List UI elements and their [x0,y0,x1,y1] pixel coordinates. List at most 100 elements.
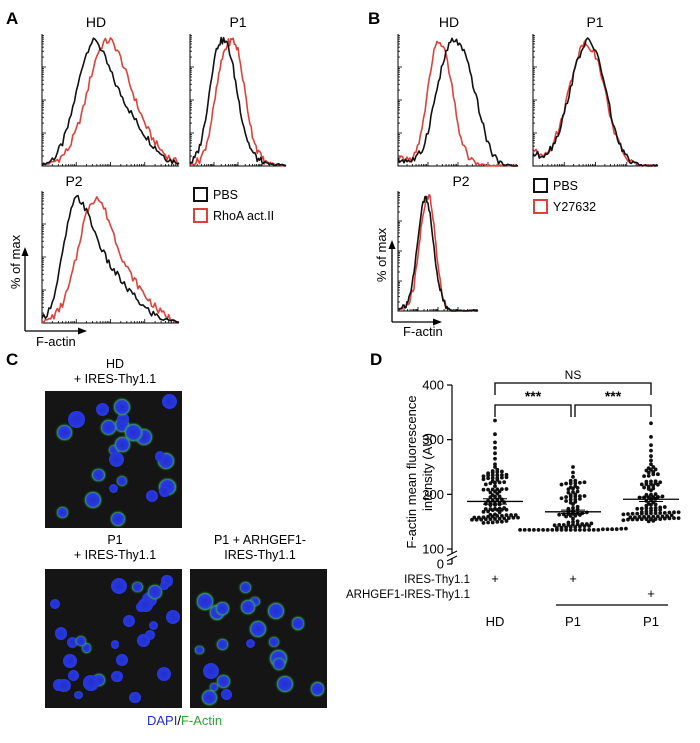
d-data-point [651,514,656,519]
cell [129,691,141,704]
cell [267,603,284,620]
cell [92,468,105,482]
histogram-line-pbs [532,37,659,167]
group-label: HD [486,614,505,629]
d-data-point [500,497,504,502]
cell [57,424,72,440]
d-data-point [488,507,493,511]
d-data-point [483,482,488,487]
cell [68,411,85,428]
d-data-point [646,484,651,489]
d-data-point [653,479,658,484]
d-data-point [550,527,555,532]
d-data-point [672,516,676,521]
d-y-tick-label: 400 [422,378,444,393]
legend-b-pbs-swatch [533,178,548,193]
cell [108,444,119,455]
cell [216,675,230,689]
cell [160,580,169,590]
caption-c-p1-rescue: P1 + ARHGEF1- IRES-Thy1.1 [182,533,338,563]
d-data-point [644,479,649,484]
d-data-point [628,515,633,520]
d-data-point [667,516,672,521]
histogram-a-p2 [41,191,180,324]
d-data-point [658,517,663,522]
cell [159,485,170,497]
panel-label-b: B [368,9,380,28]
significance-label: *** [605,388,622,404]
d-data-point [656,472,660,477]
d-data-point [649,443,653,448]
d-data-point [490,476,495,481]
d-data-point [653,467,658,472]
plus-sign: + [569,571,577,586]
significance-bracket [574,404,652,417]
stain-caption-sep: / [177,713,181,728]
d-data-point [532,527,536,532]
cell [111,670,123,683]
cell [137,597,153,613]
cell [76,635,87,646]
plus-sign: + [647,586,655,601]
d-data-point [596,527,601,532]
row-label-arhgef1: ARHGEF1-IRES-Thy1.1 [346,589,470,601]
group-label: P1 [643,614,659,629]
d-data-point [658,511,663,515]
title-b-p2: P2 [452,173,469,189]
cell [216,602,229,615]
histogram-axes [397,34,518,167]
d-data-point [502,516,507,521]
d-data-point [500,473,504,477]
xlabel-b: F-actin [403,324,443,339]
d-data-point [568,481,573,486]
d-data-point [516,515,520,520]
d-data-point [653,517,658,522]
d-data-point [486,509,490,514]
d-data-point [483,507,488,511]
cell [250,620,267,637]
d-data-point [619,526,624,531]
histogram-line-pbs [397,37,519,167]
d-data-point [513,513,518,517]
d-data-point [587,527,591,532]
d-data-point [495,467,500,472]
cell [196,592,214,610]
d-data-point [605,527,610,532]
d-data-point [504,519,509,523]
histogram-a-hd [41,34,180,167]
axis-arrows-b [388,240,442,326]
cell [201,689,217,705]
d-data-point [635,506,640,511]
d-data-point [649,511,653,516]
cell [239,581,251,593]
d-data-point [502,506,507,510]
histogram-b-hd [397,34,519,167]
d-data-point [566,490,571,495]
d-data-point [589,521,594,526]
d-data-point [578,496,582,501]
cell [122,614,136,628]
histogram-b-p1 [532,34,659,167]
d-data-point [575,504,580,509]
cell [156,667,171,682]
d-data-point [497,480,502,485]
d-data-point [559,482,564,487]
d-data-point [486,520,490,525]
d-data-point [564,495,568,499]
cell [210,683,219,692]
d-data-point [497,510,502,515]
d-data-point [646,501,651,506]
legend-a-pbs-label: PBS [213,188,238,202]
histogram-line-pbs [189,36,287,167]
d-data-point [566,520,571,525]
d-data-point [649,479,653,484]
d-data-point [610,527,614,532]
d-data-point [541,527,545,532]
ylabel-a: % of max [8,234,23,289]
title-a-hd: HD [86,14,106,30]
d-data-point [676,510,681,515]
axis-arrows-a [21,247,87,335]
cell [66,636,79,649]
d-data-point [582,494,587,498]
d-data-point [488,490,493,495]
